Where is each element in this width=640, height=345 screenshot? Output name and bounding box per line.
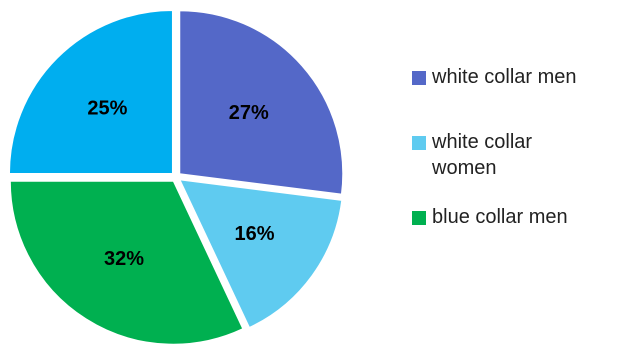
data-label-1: 16% bbox=[234, 223, 274, 245]
legend-label-blue-collar-men: blue collar men bbox=[432, 206, 568, 228]
pie-slice-blue-collar-men bbox=[9, 180, 244, 345]
data-label-3: 25% bbox=[87, 97, 127, 119]
pie-slice-white-collar-men bbox=[179, 10, 344, 195]
legend-item-blue-collar-men: blue collar men bbox=[412, 204, 640, 230]
legend-swatch-white-collar-women bbox=[412, 136, 426, 150]
legend-label-white-collar-men: white collar men bbox=[432, 66, 577, 88]
data-label-2: 32% bbox=[104, 248, 144, 270]
legend-label-white-collar-women: white collar women bbox=[432, 131, 533, 179]
legend-swatch-blue-collar-men bbox=[412, 211, 426, 225]
data-label-0: 27% bbox=[229, 102, 269, 124]
legend-swatch-white-collar-men bbox=[412, 71, 426, 85]
legend-item-white-collar-men: white collar men bbox=[412, 64, 640, 90]
pie-slice-unlabeled-3 bbox=[8, 9, 173, 174]
pie-slice-white-collar-women bbox=[179, 179, 343, 329]
legend-item-white-collar-women: white collar women bbox=[412, 129, 582, 181]
